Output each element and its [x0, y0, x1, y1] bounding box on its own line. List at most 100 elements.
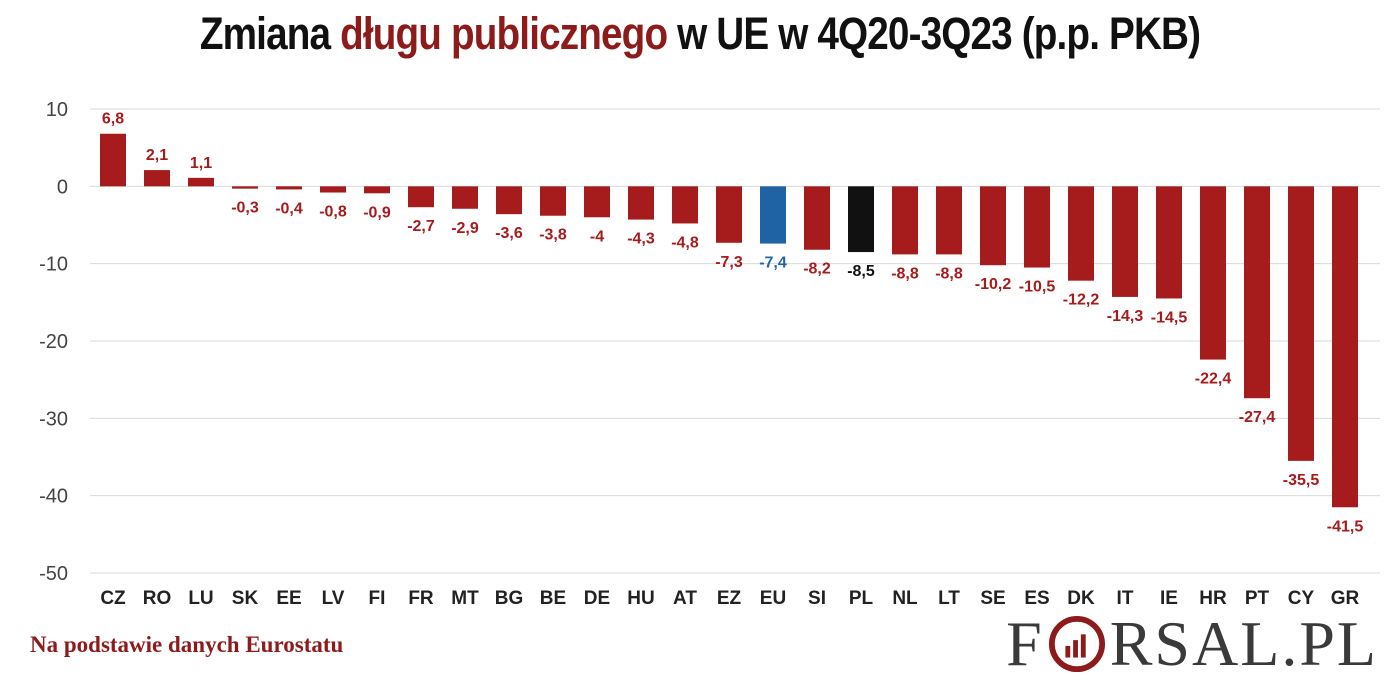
bar-dk: [1068, 186, 1094, 281]
bar-it: [1112, 186, 1138, 297]
data-label-ie: -14,5: [1151, 309, 1188, 326]
x-tick-label-lt: LT: [938, 588, 960, 609]
data-label-pl: -8,5: [847, 263, 875, 280]
data-label-it: -14,3: [1107, 308, 1144, 325]
x-tick-label-de: DE: [584, 588, 610, 609]
bar-sk: [232, 186, 258, 189]
x-tick-label-lu: LU: [188, 588, 213, 609]
bar-hu: [628, 186, 654, 220]
x-tick-label-es: ES: [1024, 588, 1049, 609]
x-tick-label-fi: FI: [369, 588, 386, 609]
bar-fr: [408, 186, 434, 208]
bar-se: [980, 186, 1006, 266]
bar-lu: [188, 177, 214, 187]
data-label-hu: -4,3: [627, 231, 655, 248]
x-tick-label-dk: DK: [1067, 588, 1095, 609]
data-label-be: -3,8: [539, 227, 567, 244]
data-label-cz: 6,8: [102, 111, 124, 128]
bar-ee: [276, 186, 302, 190]
data-label-sk: -0,3: [231, 200, 259, 217]
data-label-es: -10,5: [1019, 279, 1056, 296]
bar-be: [540, 186, 566, 216]
bar-cy: [1288, 186, 1314, 461]
bar-lv: [320, 186, 346, 193]
x-tick-label-ro: RO: [143, 588, 172, 609]
x-tick-label-pt: PT: [1245, 588, 1270, 609]
data-label-lv: -0,8: [319, 204, 347, 221]
x-tick-label-nl: NL: [892, 588, 918, 609]
bar-ez: [716, 186, 742, 243]
data-label-mt: -2,9: [451, 220, 479, 237]
chart-title: Zmiana długu publicznego w UE w 4Q20-3Q2…: [98, 8, 1302, 60]
y-tick-label: 0: [57, 176, 68, 198]
data-label-hr: -22,4: [1195, 371, 1232, 388]
bar-eu: [760, 186, 786, 244]
data-label-dk: -12,2: [1063, 292, 1100, 309]
data-label-si: -8,2: [803, 261, 831, 278]
data-label-eu: -7,4: [759, 255, 787, 272]
title-part1: Zmiana: [199, 8, 341, 59]
data-label-nl: -8,8: [891, 265, 919, 282]
bar-pt: [1244, 186, 1270, 399]
data-label-pt: -27,4: [1239, 409, 1276, 426]
y-tick-label: -40: [39, 486, 68, 508]
title-highlight: długu publicznego: [340, 8, 668, 59]
bar-pl: [848, 186, 874, 253]
data-label-ez: -7,3: [715, 254, 743, 271]
data-label-cy: -35,5: [1283, 472, 1320, 489]
logo-text-right: RSAL.PL: [1109, 608, 1378, 679]
data-label-lt: -8,8: [935, 265, 963, 282]
x-tick-label-hu: HU: [627, 588, 654, 609]
x-tick-label-eu: EU: [760, 588, 786, 609]
x-tick-label-si: SI: [808, 588, 826, 609]
bar-ro: [144, 170, 170, 187]
bar-si: [804, 186, 830, 250]
y-tick-label: 10: [46, 99, 68, 121]
data-label-ro: 2,1: [146, 147, 168, 164]
data-label-fi: -0,9: [363, 204, 391, 221]
data-label-ee: -0,4: [275, 200, 303, 217]
x-tick-label-lv: LV: [322, 588, 345, 609]
bar-es: [1024, 186, 1050, 268]
bar-de: [584, 186, 610, 218]
data-label-bg: -3,6: [495, 225, 523, 242]
bar-fi: [364, 186, 390, 194]
y-tick-label: -10: [39, 254, 68, 276]
bar-gr: [1332, 186, 1358, 508]
bar-at: [672, 186, 698, 224]
x-tick-label-sk: SK: [232, 588, 259, 609]
data-label-at: -4,8: [671, 234, 699, 251]
x-tick-label-mt: MT: [451, 588, 479, 609]
x-tick-label-hr: HR: [1199, 588, 1227, 609]
source-note: Na podstawie danych Eurostatu: [30, 632, 344, 657]
data-label-fr: -2,7: [407, 218, 435, 235]
x-tick-label-ee: EE: [276, 588, 301, 609]
logo-text-left: F: [1006, 608, 1044, 679]
x-tick-label-ez: EZ: [717, 588, 742, 609]
bar-cz: [100, 133, 126, 187]
x-tick-label-ie: IE: [1160, 588, 1178, 609]
x-tick-label-cz: CZ: [100, 588, 126, 609]
x-tick-label-pl: PL: [849, 588, 874, 609]
bar-hr: [1200, 186, 1226, 360]
x-tick-label-se: SE: [980, 588, 1005, 609]
x-tick-label-be: BE: [540, 588, 566, 609]
forsal-logo: F RSAL.PL: [1006, 612, 1378, 676]
y-tick-label: -50: [39, 563, 68, 585]
y-tick-label: -20: [39, 331, 68, 353]
data-label-de: -4: [590, 228, 604, 245]
bar-nl: [892, 186, 918, 255]
data-label-lu: 1,1: [190, 155, 212, 172]
bar-lt: [936, 186, 962, 255]
bar-bg: [496, 186, 522, 215]
x-tick-label-cy: CY: [1288, 588, 1315, 609]
x-tick-label-fr: FR: [408, 588, 434, 609]
bar-mt: [452, 186, 478, 209]
data-label-se: -10,2: [975, 276, 1012, 293]
bar-ie: [1156, 186, 1182, 299]
data-label-gr: -41,5: [1327, 518, 1364, 535]
x-tick-label-at: AT: [673, 588, 697, 609]
x-tick-label-it: IT: [1117, 588, 1134, 609]
y-tick-label: -30: [39, 408, 68, 430]
